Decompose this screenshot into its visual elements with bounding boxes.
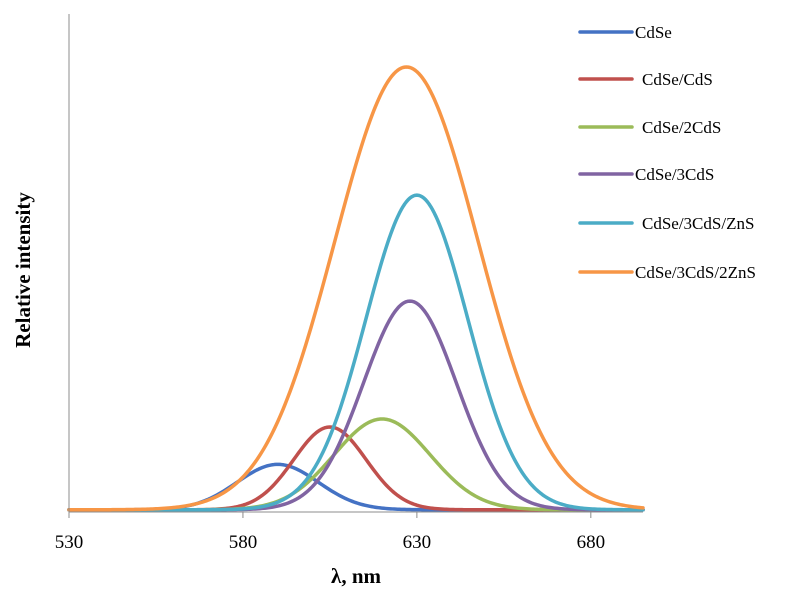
x-tick-label: 680 (577, 532, 606, 553)
x-tick-label: 630 (403, 532, 432, 553)
legend: CdSe CdSe/CdS CdSe/2CdS CdSe/3CdS CdSe/3CdS/… (578, 23, 756, 282)
legend-label: CdSe (635, 23, 672, 42)
legend-label: CdSe/3CdS/2ZnS (635, 263, 756, 282)
series-line-cdse-cds (67, 425, 645, 512)
series-line-cdse-3cds (67, 299, 645, 512)
legend-label: CdSe/2CdS (642, 118, 721, 137)
y-axis-title: Relative intensity (11, 192, 35, 348)
plot-lines (67, 65, 645, 512)
legend-label: CdSe/3CdS (635, 165, 714, 184)
x-axis-title: λ, nm (331, 564, 381, 588)
x-ticks: 530 580 630 680 (55, 512, 605, 553)
x-tick-label: 530 (55, 532, 84, 553)
x-tick-label: 580 (229, 532, 258, 553)
series-line-cdse-2cds (67, 417, 645, 512)
legend-label: CdSe/CdS (642, 70, 713, 89)
legend-label: CdSe/3CdS/ZnS (642, 214, 754, 233)
series-line-cdse-3cds-2zns (67, 65, 645, 512)
